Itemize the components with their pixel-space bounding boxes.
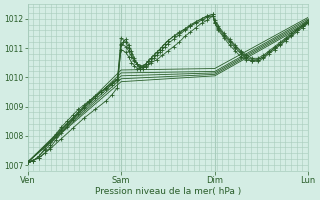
- X-axis label: Pression niveau de la mer( hPa ): Pression niveau de la mer( hPa ): [95, 187, 241, 196]
